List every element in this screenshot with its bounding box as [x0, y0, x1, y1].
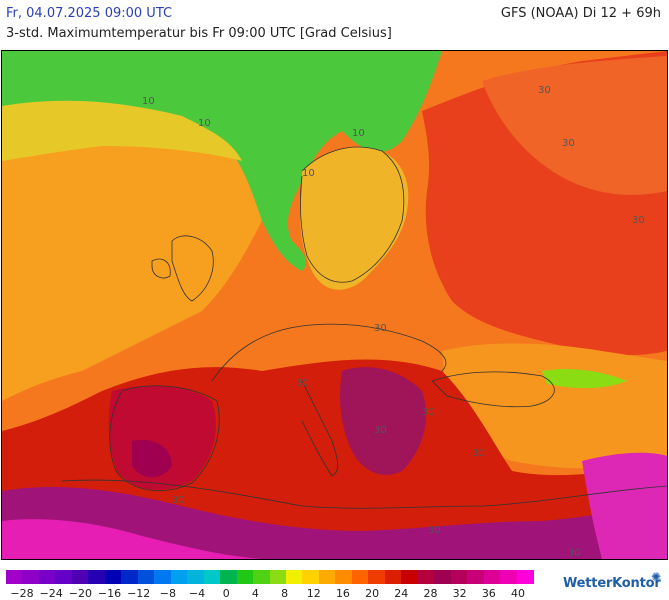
logo-swirl-icon: ✺	[651, 570, 662, 584]
black-sea-outline	[431, 371, 555, 408]
balkans-hot	[340, 367, 426, 475]
legend-swatch	[516, 570, 534, 584]
legend-swatch	[88, 570, 106, 584]
legend-swatch	[104, 570, 122, 584]
contour-label: 30	[632, 215, 645, 226]
legend-swatch	[220, 570, 238, 584]
legend-tick-label: −16	[97, 587, 122, 600]
scandinavia-field	[300, 147, 409, 290]
coastlines	[61, 146, 668, 509]
legend-swatch	[269, 570, 287, 584]
turkey-field	[442, 343, 667, 469]
contour-label: 30	[538, 85, 551, 96]
contour-label: 10	[302, 168, 315, 179]
legend-swatch	[500, 570, 518, 584]
legend-swatch	[384, 570, 402, 584]
color-legend: −28 −24 −20 −16 −12 −8 −4 0 4 8 12 16 20 24 28 32 36 40 W…	[0, 566, 669, 600]
legend-swatch	[187, 570, 205, 584]
scandinavia-outline	[300, 146, 405, 283]
legend-swatch	[450, 570, 468, 584]
legend-tick-label: 32	[452, 587, 467, 600]
legend-swatch	[351, 570, 369, 584]
legend-swatch	[318, 570, 336, 584]
contour-label: 30	[562, 138, 575, 149]
legend-tick-label: −24	[39, 587, 63, 600]
legend-tick-label: 20	[365, 587, 380, 600]
map-canvas: 10 10 10 10 30 30 30 30 30 30 30 30 30 3…	[2, 51, 668, 559]
northeast-field	[482, 56, 667, 195]
legend-swatch	[55, 570, 73, 584]
africa-hot	[2, 486, 667, 559]
legend-swatch	[483, 570, 501, 584]
contour-label: 30	[422, 407, 435, 418]
map-subtitle: 3-std. Maximumtemperatur bis Fr 09:00 UT…	[6, 26, 392, 41]
ireland-outline	[151, 258, 171, 279]
contour-label: 30	[428, 525, 441, 536]
atlantic-warm-field	[2, 80, 272, 401]
legend-tick-label: 28	[423, 587, 438, 600]
legend-swatch	[6, 570, 23, 584]
italy-outline	[301, 380, 339, 477]
model-run: GFS (NOAA) Di 12 + 69h	[500, 6, 661, 21]
middle-east-hottest	[582, 452, 667, 559]
legend-swatch	[203, 570, 221, 584]
legend-swatch	[170, 570, 188, 584]
legend-swatch	[368, 570, 386, 584]
africa-hottest-west	[2, 519, 262, 559]
color-scale-bar	[6, 570, 534, 584]
caucasus-cool	[542, 369, 627, 389]
legend-swatch	[285, 570, 303, 584]
contour-label: 30	[374, 425, 387, 436]
legend-tick-label: −20	[68, 587, 92, 600]
iberia-outline	[109, 385, 220, 491]
legend-swatch	[38, 570, 56, 584]
legend-swatch	[121, 570, 139, 584]
africa-coast	[61, 479, 668, 509]
legend-tick-label: 4	[251, 587, 259, 600]
legend-tick-label: 8	[281, 587, 289, 600]
contour-label: 30	[296, 378, 309, 389]
legend-swatch	[137, 570, 155, 584]
valid-time: Fr, 04.07.2025 09:00 UTC	[6, 6, 173, 21]
wetterkontor-logo: WetterKontor	[563, 576, 661, 591]
legend-swatch	[467, 570, 485, 584]
legend-tick-label: −4	[188, 587, 206, 600]
contour-label: 10	[142, 96, 155, 107]
temperature-map: 10 10 10 10 30 30 30 30 30 30 30 30 30 3…	[1, 50, 668, 560]
legend-tick-label: 40	[511, 587, 525, 600]
legend-tick-label: 24	[394, 587, 409, 600]
contour-label: 30	[568, 548, 581, 559]
north-atlantic-yellow	[2, 100, 242, 161]
contour-label: 30	[472, 448, 485, 459]
legend-tick-label: −12	[127, 587, 151, 600]
legend-tick-label: 0	[222, 587, 230, 600]
legend-tick-label: −28	[10, 587, 34, 600]
legend-swatch	[417, 570, 435, 584]
contour-label: 10	[198, 118, 211, 129]
contour-label: 30	[374, 323, 387, 334]
central-europe-outline	[211, 323, 447, 382]
legend-tick-label: −8	[159, 587, 176, 600]
legend-tick-label: 36	[481, 587, 496, 600]
legend-swatch	[22, 570, 40, 584]
iberia-hottest	[132, 439, 172, 478]
contour-labels: 10 10 10 10 30 30 30 30 30 30 30 30 30 3…	[142, 85, 645, 559]
legend-swatch	[253, 570, 270, 584]
legend-tick-label: 12	[306, 587, 321, 600]
legend-swatch	[434, 570, 452, 584]
legend-swatch	[401, 570, 419, 584]
legend-tick-label: 16	[335, 587, 350, 600]
legend-swatch	[236, 570, 254, 584]
contour-label: 10	[352, 128, 365, 139]
legend-swatch	[71, 570, 89, 584]
britain-outline	[171, 235, 214, 302]
legend-swatch	[302, 570, 320, 584]
legend-swatch	[154, 570, 172, 584]
contour-label: 30	[172, 495, 185, 506]
legend-swatch	[335, 570, 353, 584]
